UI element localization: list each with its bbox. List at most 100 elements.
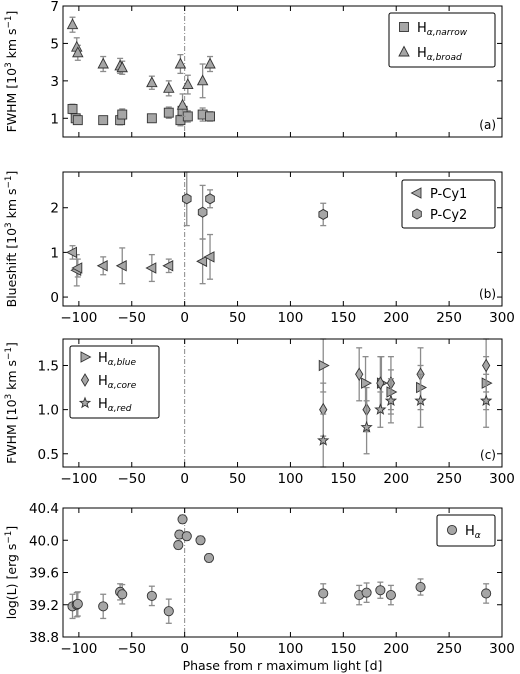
- series-P-Cy2: [181, 171, 329, 240]
- legend-marker: [412, 208, 422, 220]
- legend: P-Cy1 P-Cy2: [401, 179, 496, 229]
- plot-frame: [62, 171, 503, 307]
- data-point: [71, 262, 83, 274]
- data-point: [96, 260, 108, 272]
- y-tick-label: 1: [50, 111, 59, 127]
- x-tick-label: 250: [436, 641, 462, 657]
- panel-label: (b): [479, 287, 496, 301]
- legend-marker: [80, 373, 90, 387]
- x-tick-label: −50: [118, 471, 147, 487]
- data-point: [146, 113, 157, 124]
- x-tick-label: 150: [330, 310, 356, 326]
- data-point: [67, 103, 78, 114]
- legend-marker: [80, 351, 92, 363]
- legend: Hα,blue Hα,core Hα,red: [69, 345, 160, 419]
- x-tick-label: 50: [229, 471, 246, 487]
- x-tick-label: 250: [436, 310, 462, 326]
- data-point: [163, 107, 174, 118]
- data-point: [205, 193, 215, 205]
- data-point: [117, 589, 128, 600]
- legend-marker: [446, 524, 458, 536]
- data-point: [375, 585, 386, 596]
- data-point: [386, 386, 398, 398]
- data-point: [72, 598, 83, 609]
- y-tick-label: 1: [50, 245, 59, 261]
- legend-entry: Hα,core: [98, 374, 137, 391]
- panel-c: −100 −50 0 50 100 150 200 250 300 0.5 1.0 1.5 FWHM […: [4, 338, 515, 487]
- data-point: [174, 57, 187, 69]
- y-tick-label: 38.8: [29, 630, 59, 646]
- data-point: [361, 377, 373, 389]
- series-H_alpha,blue: [318, 338, 493, 415]
- y-axis-label: FWHM [103 km s−1]: [4, 11, 19, 133]
- plot-frame: [62, 5, 503, 138]
- data-point: [196, 255, 208, 268]
- data-point: [203, 251, 215, 263]
- data-point: [481, 377, 493, 389]
- x-tick-label: 0: [180, 641, 189, 657]
- series-H_alpha,broad: [66, 16, 216, 118]
- data-point: [318, 208, 329, 220]
- y-tick-label: 1.5: [38, 358, 59, 374]
- data-point: [145, 262, 157, 274]
- series-H_alpha: [67, 514, 492, 624]
- series-H_alpha,red: [317, 373, 493, 468]
- x-tick-label: −50: [118, 641, 147, 657]
- data-point: [195, 535, 206, 546]
- x-tick-label: 50: [229, 310, 246, 326]
- data-point: [182, 78, 194, 90]
- y-tick-label: 1.0: [38, 403, 59, 419]
- data-point: [203, 552, 215, 564]
- data-point: [72, 115, 83, 126]
- data-point: [385, 590, 396, 601]
- data-point: [163, 606, 174, 617]
- data-point: [98, 601, 109, 612]
- panel-label: (a): [479, 118, 496, 132]
- data-point: [416, 381, 428, 394]
- data-point: [196, 74, 209, 86]
- data-point: [374, 403, 387, 415]
- legend-entry: Hα,narrow: [417, 21, 468, 38]
- data-point: [181, 193, 192, 205]
- data-point: [146, 590, 157, 601]
- data-point: [162, 260, 174, 272]
- data-point: [72, 46, 84, 58]
- y-tick-label: 39.6: [29, 566, 59, 582]
- series-P-Cy1: [66, 233, 215, 287]
- data-point: [205, 111, 215, 122]
- data-point: [173, 540, 184, 551]
- data-point: [318, 359, 330, 372]
- panel-a: 1 3 5 7 FWHM [103 km s−1] (a) Hα,narrow Hα,broa…: [4, 0, 503, 138]
- y-tick-label: 7: [50, 0, 59, 15]
- x-tick-label: 200: [383, 471, 409, 487]
- legend-entry: Hα: [465, 524, 481, 541]
- legend-marker: [78, 396, 92, 409]
- x-tick-label: 100: [278, 641, 304, 657]
- x-tick-label: −100: [60, 641, 97, 657]
- x-tick-label: −100: [60, 310, 97, 326]
- legend: Hα: [436, 514, 496, 547]
- x-tick-label: 0: [180, 310, 189, 326]
- y-tick-label: 0.5: [38, 447, 59, 463]
- panel-label: (c): [480, 448, 496, 462]
- data-point: [376, 376, 385, 391]
- data-point: [318, 588, 329, 599]
- y-tick-label: 5: [50, 36, 59, 52]
- data-point: [361, 587, 372, 598]
- y-axis-label: FWHM [103 km s−1]: [4, 342, 19, 464]
- data-point: [117, 109, 128, 120]
- data-point: [355, 367, 364, 382]
- x-tick-label: 50: [229, 641, 246, 657]
- x-tick-label: 150: [330, 471, 356, 487]
- data-point: [176, 98, 189, 110]
- legend-entry: P-Cy2: [430, 208, 467, 223]
- x-axis-label: Phase from r maximum light [d]: [183, 658, 383, 673]
- x-tick-label: 300: [489, 310, 515, 326]
- x-tick-label: 300: [489, 471, 515, 487]
- legend-box: [388, 12, 496, 68]
- x-tick-label: 100: [278, 310, 304, 326]
- legend-marker: [399, 22, 409, 32]
- legend-box: [436, 514, 496, 547]
- x-tick-label: 150: [330, 641, 356, 657]
